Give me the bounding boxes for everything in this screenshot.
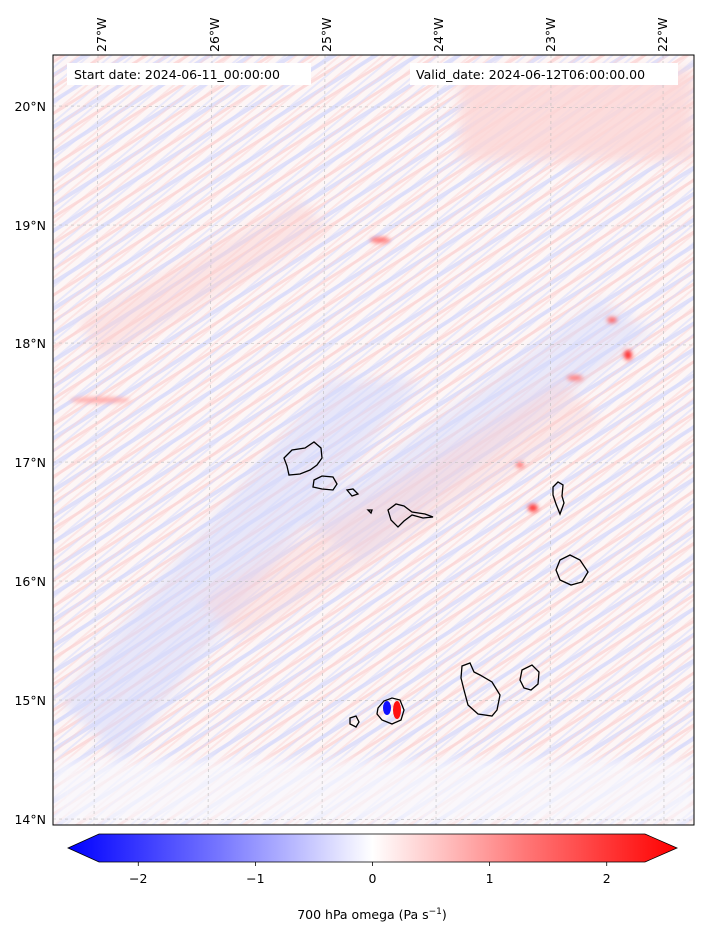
island-brava (349, 715, 360, 728)
island-santa-luzia (345, 488, 360, 497)
island-sal (552, 481, 565, 516)
lat-label-19n: 19°N (14, 218, 46, 233)
lat-label-16n: 16°N (14, 574, 46, 589)
start-date-box: Start date: 2024-06-11_00:00:00 (67, 63, 311, 85)
colorbar-tick-label: 1 (486, 871, 494, 886)
coastlines (283, 441, 589, 728)
lat-label-15n: 15°N (14, 693, 46, 708)
colorbar-tick-label: −1 (246, 871, 264, 886)
longitude-labels: 27°W 26°W 25°W 24°W 23°W 22°W (94, 17, 670, 52)
island-santiago (460, 662, 501, 717)
lat-label-14n: 14°N (14, 812, 46, 827)
map-frame (52, 54, 695, 826)
colorbar: −2 −1 0 1 2 700 hPa omega (Pa s−1) (67, 833, 678, 922)
island-sao-nicolau (387, 503, 434, 528)
latitude-labels: 20°N 19°N 18°N 17°N 16°N 15°N 14°N (14, 99, 46, 827)
colorbar-label: 700 hPa omega (Pa s−1) (297, 907, 447, 922)
start-date-text: Start date: 2024-06-11_00:00:00 (74, 67, 280, 82)
island-sao-vicente (312, 475, 338, 491)
lat-label-17n: 17°N (14, 455, 46, 470)
island-raso (366, 509, 373, 515)
lon-label-24w: 24°W (431, 17, 446, 52)
colorbar-ticks: −2 −1 0 1 2 (129, 862, 611, 886)
colorbar-tick-label: 2 (603, 871, 611, 886)
lon-label-22w: 22°W (655, 17, 670, 52)
island-boa-vista (555, 554, 589, 586)
lon-label-25w: 25°W (319, 17, 334, 52)
omega-field (53, 55, 694, 825)
lon-label-27w: 27°W (94, 17, 109, 52)
gridlines (52, 54, 695, 826)
island-santo-antao (283, 441, 323, 476)
lat-label-20n: 20°N (14, 99, 46, 114)
island-dipole (383, 701, 401, 719)
lon-label-23w: 23°W (543, 17, 558, 52)
lon-label-26w: 26°W (207, 17, 222, 52)
colorbar-body (67, 833, 678, 863)
island-fogo (376, 697, 405, 725)
colorbar-tick-label: 0 (369, 871, 377, 886)
strong-updraft-spots (70, 237, 632, 512)
island-maio (519, 664, 540, 691)
colorbar-tick-label: −2 (129, 871, 147, 886)
valid-date-box: Valid_date: 2024-06-12T06:00:00.00 (410, 63, 678, 85)
lat-label-18n: 18°N (14, 336, 46, 351)
valid-date-text: Valid_date: 2024-06-12T06:00:00.00 (416, 67, 645, 82)
